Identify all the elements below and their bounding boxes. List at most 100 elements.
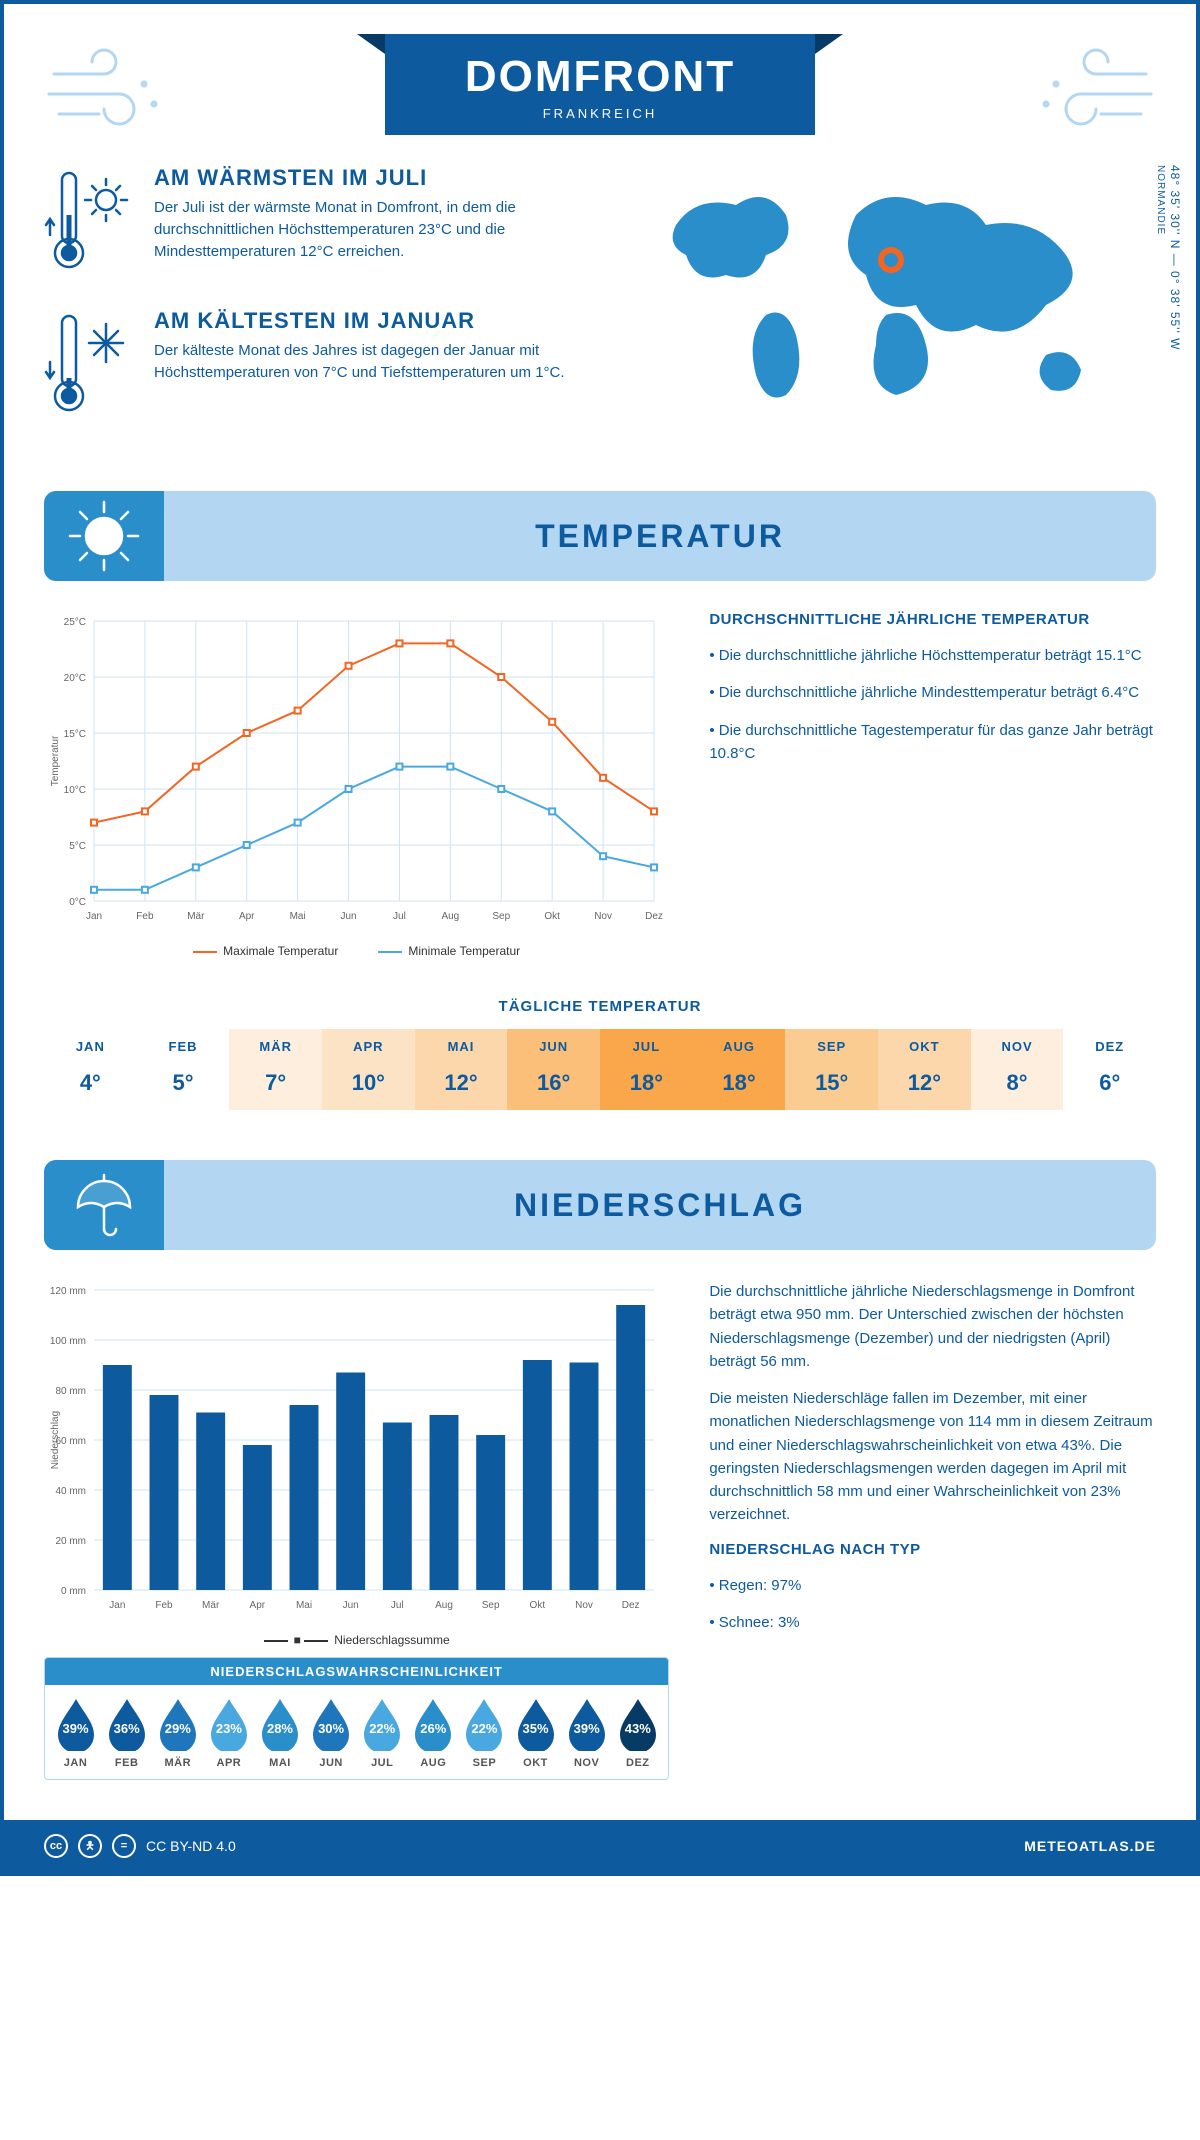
svg-text:Mai: Mai bbox=[296, 1600, 312, 1611]
precip-type-bullet: • Regen: 97% bbox=[709, 1574, 1156, 1597]
svg-text:5°C: 5°C bbox=[69, 841, 86, 852]
site-name: METEOATLAS.DE bbox=[1024, 1838, 1156, 1854]
probability-drop: 39%NOV bbox=[562, 1697, 611, 1769]
svg-text:10°C: 10°C bbox=[64, 785, 86, 796]
temp-bullet: • Die durchschnittliche jährliche Mindes… bbox=[709, 681, 1156, 704]
svg-text:0°C: 0°C bbox=[69, 897, 86, 908]
world-map bbox=[646, 165, 1156, 425]
probability-drop: 39%JAN bbox=[51, 1697, 100, 1769]
svg-text:Dez: Dez bbox=[622, 1600, 640, 1611]
svg-text:20 mm: 20 mm bbox=[55, 1536, 86, 1547]
daily-temp-strip: JAN4°FEB5°MÄR7°APR10°MAI12°JUN16°JUL18°A… bbox=[44, 1029, 1156, 1110]
country-name: FRANKREICH bbox=[465, 106, 735, 121]
svg-text:40 mm: 40 mm bbox=[55, 1486, 86, 1497]
probability-drop: 28%MAI bbox=[255, 1697, 304, 1769]
precipitation-summary: Die durchschnittliche jährliche Niedersc… bbox=[709, 1280, 1156, 1780]
fact-coldest: AM KÄLTESTEN IM JANUAR Der kälteste Mona… bbox=[44, 308, 606, 423]
section-temp-title: TEMPERATUR bbox=[164, 518, 1156, 555]
svg-text:Okt: Okt bbox=[544, 911, 560, 922]
fact-warmest: AM WÄRMSTEN IM JULI Der Juli ist der wär… bbox=[44, 165, 606, 280]
svg-text:Feb: Feb bbox=[136, 911, 154, 922]
city-name: DOMFRONT bbox=[465, 52, 735, 102]
daily-temp-cell: OKT12° bbox=[878, 1029, 971, 1110]
daily-temp-cell: SEP15° bbox=[785, 1029, 878, 1110]
svg-text:Feb: Feb bbox=[155, 1600, 173, 1611]
probability-drop: 43%DEZ bbox=[613, 1697, 662, 1769]
svg-text:Apr: Apr bbox=[239, 911, 255, 922]
daily-temp-cell: FEB5° bbox=[137, 1029, 230, 1110]
thermometer-cold-icon bbox=[44, 308, 134, 423]
svg-text:Apr: Apr bbox=[250, 1600, 266, 1611]
daily-temp-cell: MAI12° bbox=[415, 1029, 508, 1110]
fact-warm-text: Der Juli ist der wärmste Monat in Domfro… bbox=[154, 197, 606, 262]
precip-p2: Die meisten Niederschläge fallen im Deze… bbox=[709, 1387, 1156, 1527]
svg-text:15°C: 15°C bbox=[64, 729, 86, 740]
sun-icon bbox=[44, 491, 164, 581]
by-icon: 🯅 bbox=[78, 1834, 102, 1858]
fact-cold-title: AM KÄLTESTEN IM JANUAR bbox=[154, 308, 606, 334]
temperature-summary: DURCHSCHNITTLICHE JÄHRLICHE TEMPERATUR •… bbox=[709, 611, 1156, 958]
svg-text:Jan: Jan bbox=[86, 911, 102, 922]
temp-text-heading: DURCHSCHNITTLICHE JÄHRLICHE TEMPERATUR bbox=[709, 611, 1156, 628]
probability-drop: 22%JUL bbox=[358, 1697, 407, 1769]
daily-temp-cell: JUL18° bbox=[600, 1029, 693, 1110]
cc-icon: cc bbox=[44, 1834, 68, 1858]
svg-text:Sep: Sep bbox=[492, 911, 510, 922]
daily-temp-cell: AUG18° bbox=[693, 1029, 786, 1110]
thermometer-hot-icon bbox=[44, 165, 134, 280]
region-label: NORMANDIE bbox=[1155, 165, 1166, 235]
svg-text:Okt: Okt bbox=[530, 1600, 546, 1611]
svg-text:Aug: Aug bbox=[441, 911, 459, 922]
svg-text:Dez: Dez bbox=[645, 911, 663, 922]
svg-text:Nov: Nov bbox=[594, 911, 612, 922]
probability-drop: 30%JUN bbox=[307, 1697, 356, 1769]
legend-min: Minimale Temperatur bbox=[378, 944, 520, 958]
svg-text:Jan: Jan bbox=[109, 1600, 125, 1611]
svg-text:Jul: Jul bbox=[391, 1600, 404, 1611]
svg-text:120 mm: 120 mm bbox=[50, 1286, 86, 1297]
section-precipitation: NIEDERSCHLAG bbox=[44, 1160, 1156, 1250]
precip-p1: Die durchschnittliche jährliche Niedersc… bbox=[709, 1280, 1156, 1373]
coords-label: 48° 35' 30'' N — 0° 38' 55'' W bbox=[1168, 165, 1182, 350]
daily-temp-cell: JUN16° bbox=[507, 1029, 600, 1110]
probability-drop: 36%FEB bbox=[102, 1697, 151, 1769]
svg-text:Jun: Jun bbox=[340, 911, 356, 922]
section-precip-title: NIEDERSCHLAG bbox=[164, 1187, 1156, 1224]
wind-icon-right bbox=[1026, 44, 1156, 139]
daily-temp-cell: MÄR7° bbox=[229, 1029, 322, 1110]
svg-text:Mär: Mär bbox=[187, 911, 205, 922]
svg-text:Sep: Sep bbox=[482, 1600, 500, 1611]
temperature-line-chart: 0°C5°C10°C15°C20°C25°CJanFebMärAprMaiJun… bbox=[44, 611, 669, 958]
probability-title: NIEDERSCHLAGSWAHRSCHEINLICHKEIT bbox=[45, 1658, 668, 1685]
section-temperature: TEMPERATUR bbox=[44, 491, 1156, 581]
probability-drop: 22%SEP bbox=[460, 1697, 509, 1769]
temp-bullet: • Die durchschnittliche Tagestemperatur … bbox=[709, 719, 1156, 766]
probability-drop: 29%MÄR bbox=[153, 1697, 202, 1769]
probability-drop: 35%OKT bbox=[511, 1697, 560, 1769]
svg-text:25°C: 25°C bbox=[64, 617, 86, 628]
wind-icon-left bbox=[44, 44, 174, 139]
daily-temp-cell: NOV8° bbox=[971, 1029, 1064, 1110]
precip-type-heading: NIEDERSCHLAG NACH TYP bbox=[709, 1541, 1156, 1558]
fact-warm-title: AM WÄRMSTEN IM JULI bbox=[154, 165, 606, 191]
svg-text:80 mm: 80 mm bbox=[55, 1386, 86, 1397]
daily-temp-cell: APR10° bbox=[322, 1029, 415, 1110]
temp-bullet: • Die durchschnittliche jährliche Höchst… bbox=[709, 644, 1156, 667]
svg-text:Jul: Jul bbox=[393, 911, 406, 922]
daily-temp-cell: JAN4° bbox=[44, 1029, 137, 1110]
precip-type-bullet: • Schnee: 3% bbox=[709, 1611, 1156, 1634]
header: DOMFRONT FRANKREICH bbox=[44, 34, 1156, 135]
fact-cold-text: Der kälteste Monat des Jahres ist dagege… bbox=[154, 340, 606, 384]
footer: cc 🯅 = CC BY-ND 4.0 METEOATLAS.DE bbox=[4, 1820, 1196, 1872]
legend-precip: ■ Niederschlagssumme bbox=[264, 1633, 450, 1647]
license-text: CC BY-ND 4.0 bbox=[146, 1838, 236, 1854]
probability-drop: 26%AUG bbox=[409, 1697, 458, 1769]
probability-panel: NIEDERSCHLAGSWAHRSCHEINLICHKEIT 39%JAN36… bbox=[44, 1657, 669, 1780]
svg-text:Mär: Mär bbox=[202, 1600, 220, 1611]
svg-text:Jun: Jun bbox=[343, 1600, 359, 1611]
svg-text:0 mm: 0 mm bbox=[61, 1586, 86, 1597]
svg-text:Mai: Mai bbox=[290, 911, 306, 922]
daily-temp-title: TÄGLICHE TEMPERATUR bbox=[44, 998, 1156, 1015]
precipitation-bar-chart: 0 mm20 mm40 mm60 mm80 mm100 mm120 mmNied… bbox=[44, 1280, 669, 1647]
svg-text:Aug: Aug bbox=[435, 1600, 453, 1611]
